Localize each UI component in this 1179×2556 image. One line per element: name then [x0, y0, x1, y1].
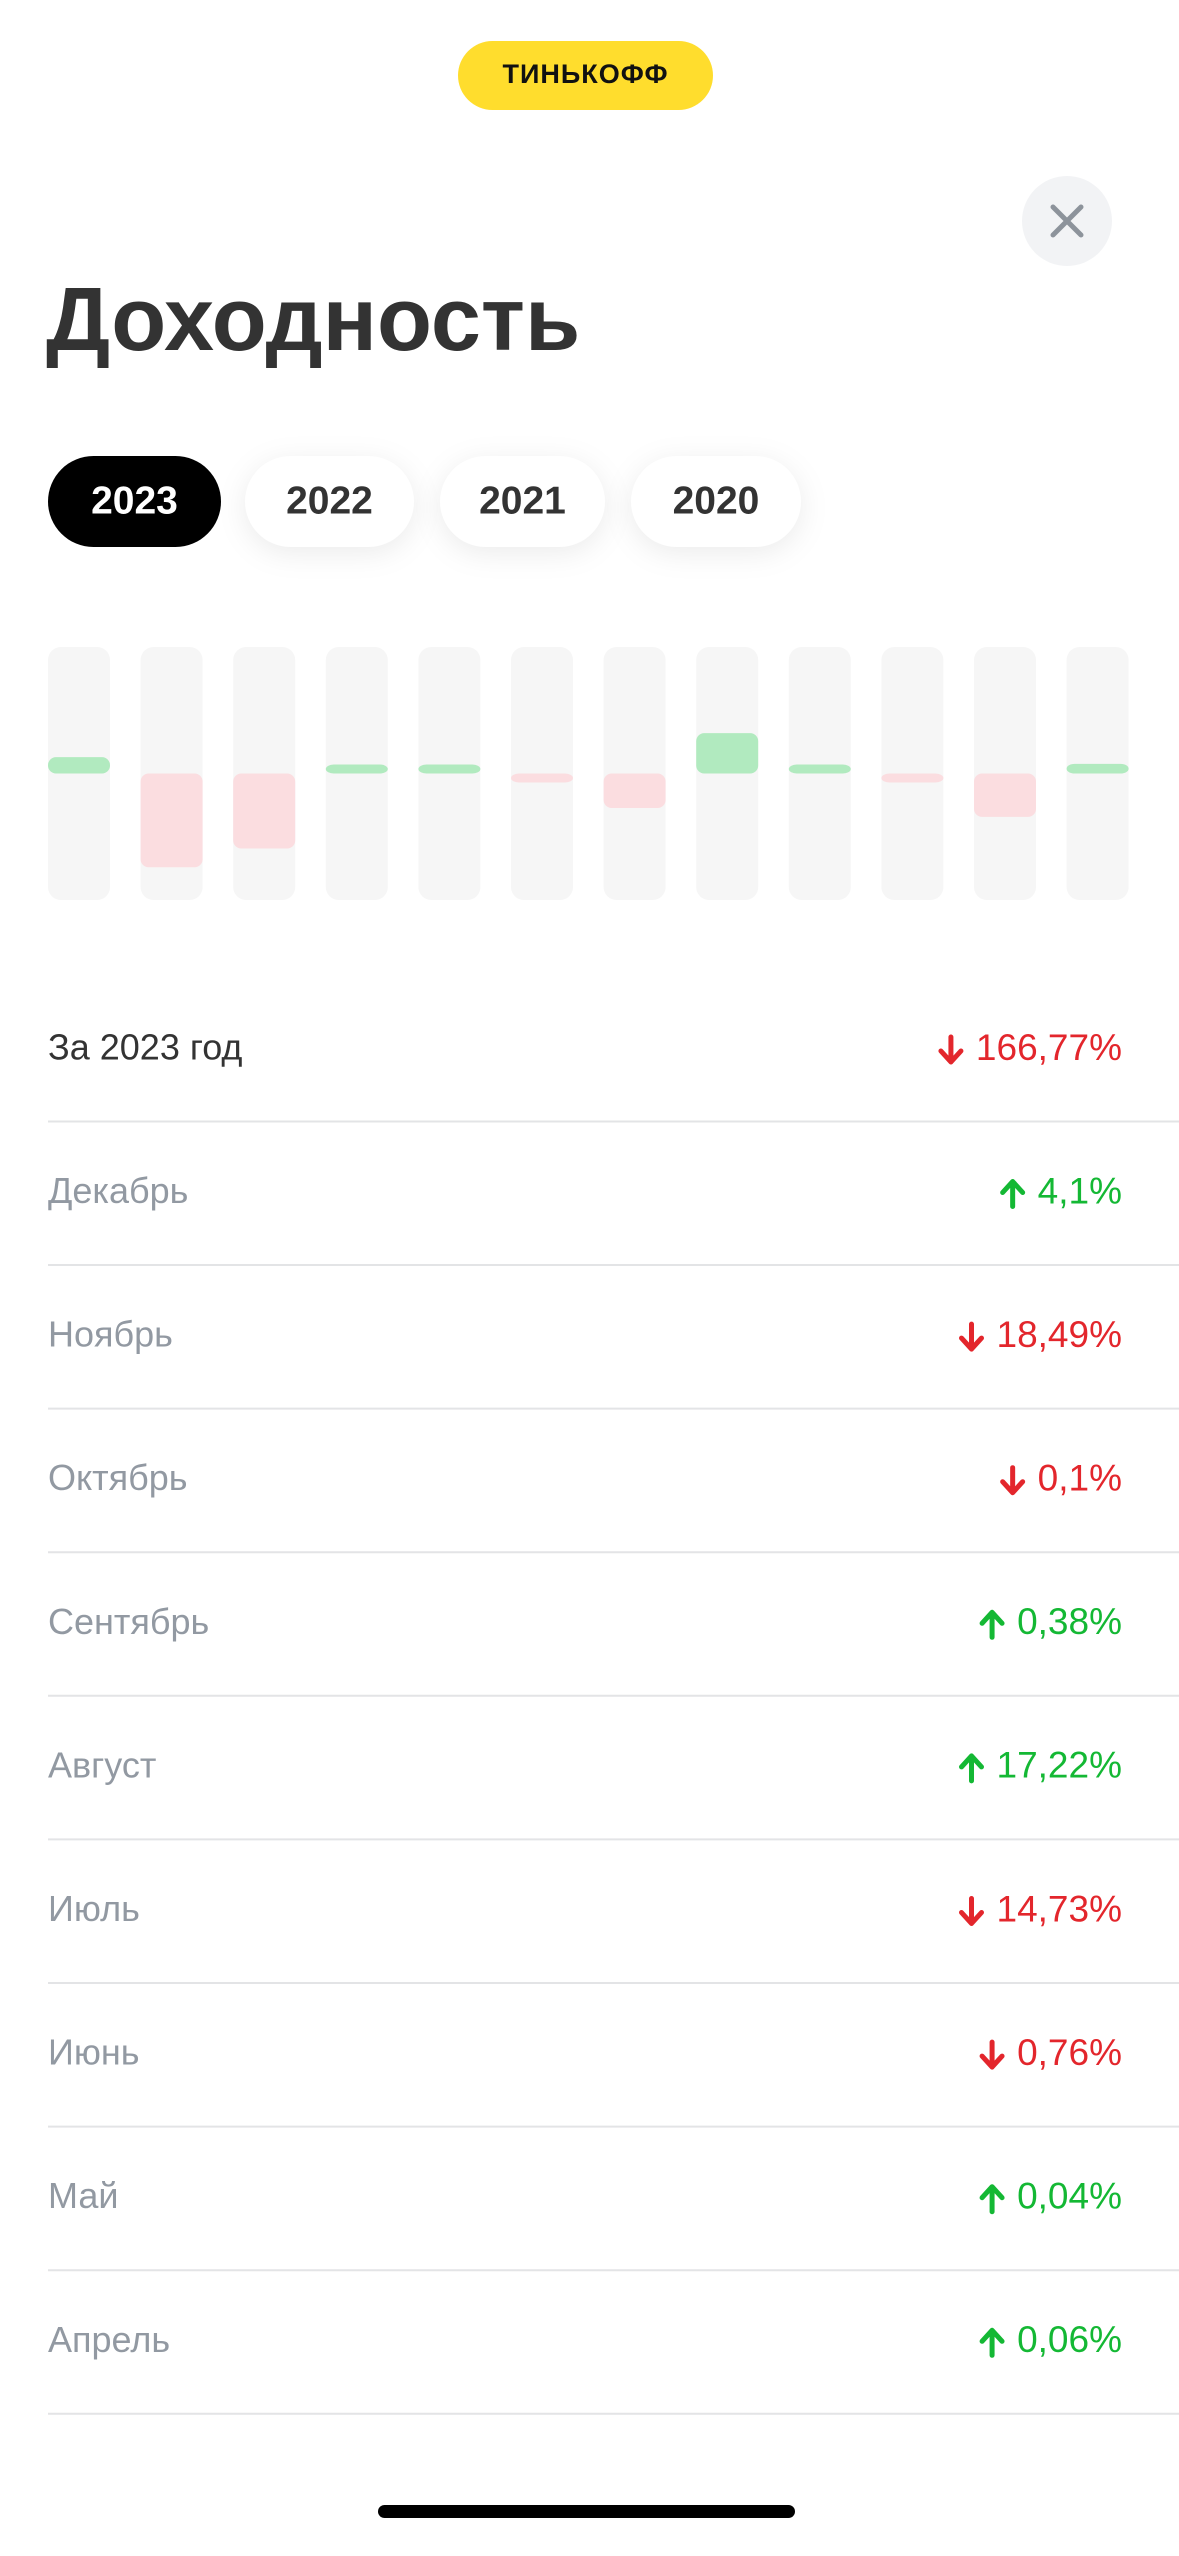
- page-title: Доходность: [46, 270, 580, 370]
- row-label: Сентябрь: [48, 1601, 209, 1642]
- yield-row: Октябрь 0,1%: [48, 1457, 1179, 1554]
- row-label: Декабрь: [48, 1170, 188, 1211]
- year-tab[interactable]: 2022: [245, 456, 414, 547]
- trend-arrow: [959, 1896, 984, 1926]
- tab-background[interactable]: [245, 456, 414, 547]
- tab-label[interactable]: 2023: [91, 479, 178, 522]
- trend-arrow: [979, 2039, 1005, 2070]
- trend-arrow: [979, 1609, 1005, 1640]
- yield-row: За 2023 год 166,77%: [48, 1027, 1179, 1123]
- row-value: 0,04%: [1017, 2175, 1122, 2216]
- row-label: Июнь: [48, 2032, 140, 2073]
- tab-label[interactable]: 2020: [673, 479, 760, 522]
- row-value: 17,22%: [997, 1745, 1123, 1786]
- yield-row: Ноябрь 18,49%: [48, 1314, 1179, 1410]
- bar: [603, 773, 666, 809]
- trend-arrow: [1000, 1465, 1026, 1496]
- close-icon[interactable]: [1050, 204, 1084, 238]
- bar: [140, 773, 203, 868]
- yield-row: Июнь 0,76%: [48, 2032, 1179, 2128]
- bar: [1066, 763, 1129, 774]
- trend-arrow: [979, 2327, 1005, 2358]
- yield-row: Июль 14,73%: [48, 1888, 1179, 1984]
- row-value: 166,77%: [976, 1027, 1122, 1068]
- row-label: Октябрь: [48, 1457, 188, 1498]
- bar: [788, 764, 851, 774]
- row-value: 14,73%: [997, 1888, 1123, 1929]
- yield-row: Май 0,04%: [48, 2175, 1179, 2272]
- trend-arrow: [1000, 1179, 1026, 1209]
- row-label: Май: [48, 2175, 119, 2216]
- yield-row: Апрель 0,06%: [48, 2319, 1179, 2415]
- close-button[interactable]: [1022, 176, 1112, 266]
- row-label: Июль: [48, 1888, 140, 1929]
- row-value: 4,1%: [1038, 1170, 1122, 1211]
- logo-badge: [458, 41, 713, 110]
- bar: [325, 764, 388, 774]
- tab-label[interactable]: 2021: [479, 479, 566, 522]
- yield-row: Август 17,22%: [48, 1744, 1179, 1841]
- yield-row: Сентябрь 0,38%: [48, 1601, 1179, 1697]
- row-value: 0,38%: [1017, 1601, 1122, 1642]
- row-label: Ноябрь: [48, 1314, 173, 1355]
- trend-arrow: [959, 1753, 984, 1784]
- year-tab[interactable]: 2023: [48, 456, 221, 547]
- bar: [48, 757, 110, 774]
- bar: [511, 773, 573, 783]
- yield-row: Декабрь 4,1%: [48, 1170, 1179, 1266]
- trend-arrow: [938, 1034, 964, 1065]
- row-label: Август: [48, 1744, 156, 1785]
- row-label: Апрель: [48, 2319, 170, 2360]
- row-value: 0,06%: [1017, 2319, 1122, 2360]
- year-tab[interactable]: 2020: [631, 456, 801, 547]
- row-value: 18,49%: [997, 1314, 1123, 1355]
- home-indicator: [378, 2505, 795, 2518]
- trend-arrow: [959, 1321, 984, 1352]
- year-tab[interactable]: 2021: [440, 456, 605, 547]
- bar: [418, 764, 481, 774]
- tab-background[interactable]: [48, 456, 221, 547]
- tab-background[interactable]: [440, 456, 605, 547]
- row-label: За 2023 год: [48, 1027, 242, 1068]
- row-value: 0,1%: [1038, 1457, 1122, 1498]
- bar: [974, 773, 1036, 817]
- row-value: 0,76%: [1017, 2032, 1122, 2073]
- bar: [881, 773, 944, 783]
- bar: [696, 733, 759, 774]
- trend-arrow: [979, 2184, 1005, 2215]
- logo: ТИНЬКОФФ: [502, 59, 668, 89]
- tab-background[interactable]: [631, 456, 801, 547]
- tab-label[interactable]: 2022: [286, 479, 373, 522]
- bar: [233, 773, 296, 849]
